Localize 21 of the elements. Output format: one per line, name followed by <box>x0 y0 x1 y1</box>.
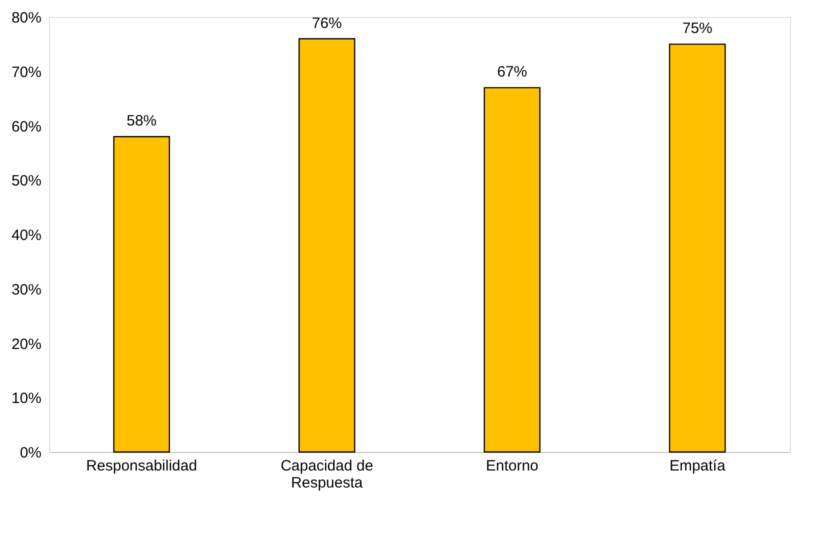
data-label: 67% <box>497 64 528 81</box>
y-tick-label: 70% <box>11 64 42 81</box>
data-label: 58% <box>126 112 157 130</box>
bar <box>113 136 170 453</box>
bar <box>298 38 356 453</box>
y-tick-label: 60% <box>11 118 42 136</box>
y-tick-label: 0% <box>20 444 42 462</box>
x-tick-label: Capacidad de Respuesta <box>280 458 374 492</box>
y-tick-label: 10% <box>11 390 42 408</box>
bar <box>484 87 541 453</box>
y-tick-label: 40% <box>11 227 42 244</box>
x-tick-label: Empatía <box>669 458 726 474</box>
bar <box>668 44 726 453</box>
y-tick-label: 80% <box>11 10 42 26</box>
data-label: 75% <box>682 20 712 38</box>
data-label: 76% <box>312 14 342 32</box>
y-tick-label: 50% <box>11 172 42 190</box>
y-tick-label: 30% <box>11 281 42 298</box>
y-tick-label: 20% <box>11 336 42 353</box>
x-tick-label: Entorno <box>486 458 538 474</box>
x-tick-label: Responsabilidad <box>86 458 198 474</box>
